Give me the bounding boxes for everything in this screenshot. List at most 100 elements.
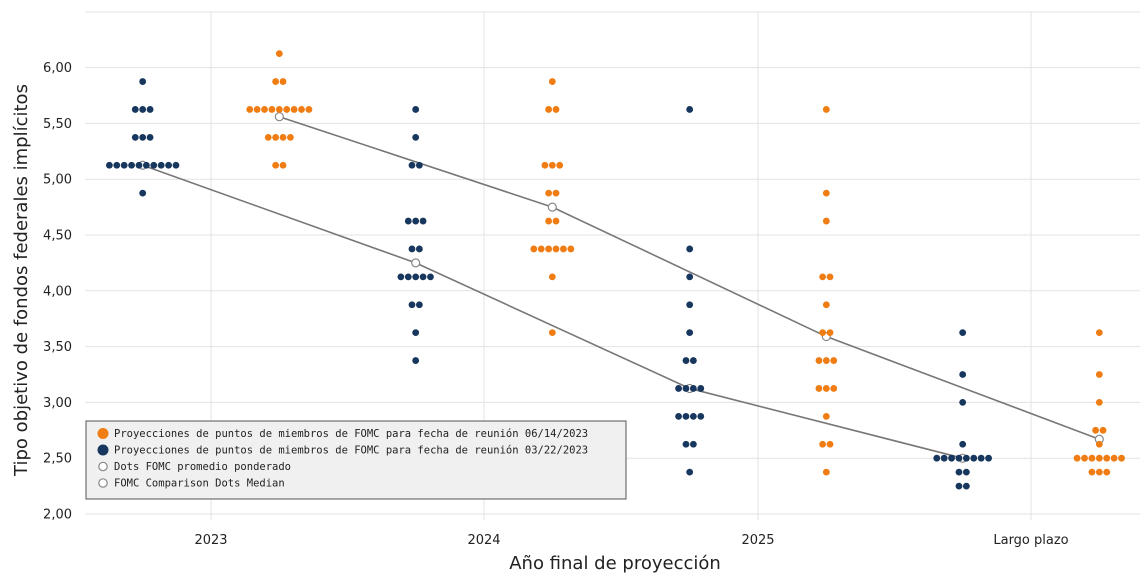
dot-point [275, 106, 283, 113]
dot-point [959, 371, 967, 378]
dot-point [1095, 371, 1103, 378]
dot-point [427, 273, 434, 281]
dot-point [290, 106, 298, 113]
dot-point [419, 217, 427, 225]
dot-point [272, 78, 280, 85]
dot-point [298, 106, 305, 113]
dot-point [830, 385, 838, 392]
dot-point [139, 78, 147, 85]
dot-point [556, 161, 564, 169]
dot-point [977, 454, 985, 462]
legend-label: Proyecciones de puntos de miembros de FO… [114, 428, 588, 440]
dot-point [412, 217, 420, 225]
dot-point [541, 161, 549, 169]
legend-marker [97, 444, 109, 456]
dot-point [822, 106, 830, 113]
dot-point [1110, 454, 1118, 462]
y-tick-label: 2,50 [43, 452, 72, 467]
dot-point [548, 273, 556, 281]
dot-point [822, 385, 830, 392]
dot-point [404, 217, 412, 225]
dot-point [545, 189, 553, 197]
dot-point [697, 385, 705, 392]
dot-point [552, 106, 560, 113]
dot-point [404, 273, 412, 281]
dot-point [815, 357, 823, 364]
dot-point [105, 161, 113, 169]
dot-point [412, 273, 420, 281]
y-tick-label: 3,00 [43, 396, 72, 411]
dot-point [139, 133, 147, 141]
dot-point [261, 106, 268, 113]
dot-point [1095, 454, 1103, 462]
dot-point [970, 454, 978, 462]
dot-point [1095, 329, 1103, 337]
y-tick-label: 3,50 [43, 340, 72, 355]
dot-point [272, 133, 280, 141]
dot-point [165, 161, 172, 169]
line-marker [274, 112, 284, 122]
dot-point [131, 106, 139, 113]
dot-point [1088, 454, 1096, 462]
dot-point [948, 454, 955, 462]
dot-point [822, 357, 830, 364]
dot-point [822, 217, 830, 225]
dot-point [246, 106, 254, 113]
dot-point [826, 440, 834, 448]
legend-label: Dots FOMC promedio ponderado [114, 461, 291, 473]
y-tick-label: 2,00 [43, 508, 72, 523]
y-tick-label: 5,50 [43, 117, 72, 132]
series-line [142, 164, 963, 459]
dot-point [415, 301, 423, 309]
dot-point [552, 217, 560, 225]
legend-marker [97, 428, 109, 439]
dot-point [157, 161, 165, 169]
dot-point [135, 161, 143, 169]
dot-point [397, 273, 405, 281]
x-axis-ticks: 2023 2024 2025 Largo plazo [194, 533, 1068, 548]
dot-point [675, 385, 682, 392]
dot-point [279, 133, 287, 141]
dot-point [146, 133, 154, 141]
line-marker [411, 258, 421, 268]
dot-point [1073, 454, 1081, 462]
dot-point [686, 245, 694, 253]
legend-marker [98, 461, 108, 472]
dot-point [686, 301, 694, 309]
x-tick-label: Largo plazo [993, 533, 1068, 548]
dot-point [962, 454, 970, 462]
dot-point [408, 161, 416, 169]
dot-point [962, 468, 970, 476]
dot-point [172, 161, 180, 169]
dot-point [412, 106, 420, 113]
dot-point [567, 245, 575, 253]
y-tick-label: 6,00 [43, 61, 72, 76]
dot-point [955, 482, 963, 490]
dot-point [128, 161, 135, 169]
dot-point [959, 329, 967, 337]
dot-point [1095, 440, 1103, 448]
x-tick-label: 2025 [741, 533, 774, 548]
x-tick-label: 2023 [194, 533, 227, 548]
dot-point [560, 245, 567, 253]
dot-point [689, 385, 697, 392]
y-axis-title: Tipo objetivo de fondos federales implíc… [11, 84, 32, 477]
dot-point [830, 357, 838, 364]
dot-point [686, 273, 694, 281]
dot-point [955, 468, 963, 476]
dot-point [268, 106, 276, 113]
dot-point [1099, 426, 1107, 434]
dot-point [279, 161, 287, 169]
dot-point [279, 78, 287, 85]
dot-point [412, 133, 420, 141]
series-line [279, 115, 1100, 440]
dot-point [283, 106, 291, 113]
dot-point [305, 106, 313, 113]
x-axis-title: Año final de proyección [509, 553, 721, 573]
dot-point [819, 329, 827, 337]
dot-point [955, 454, 963, 462]
dot-point [1118, 454, 1125, 462]
dot-point [142, 161, 150, 169]
dot-point [537, 245, 545, 253]
